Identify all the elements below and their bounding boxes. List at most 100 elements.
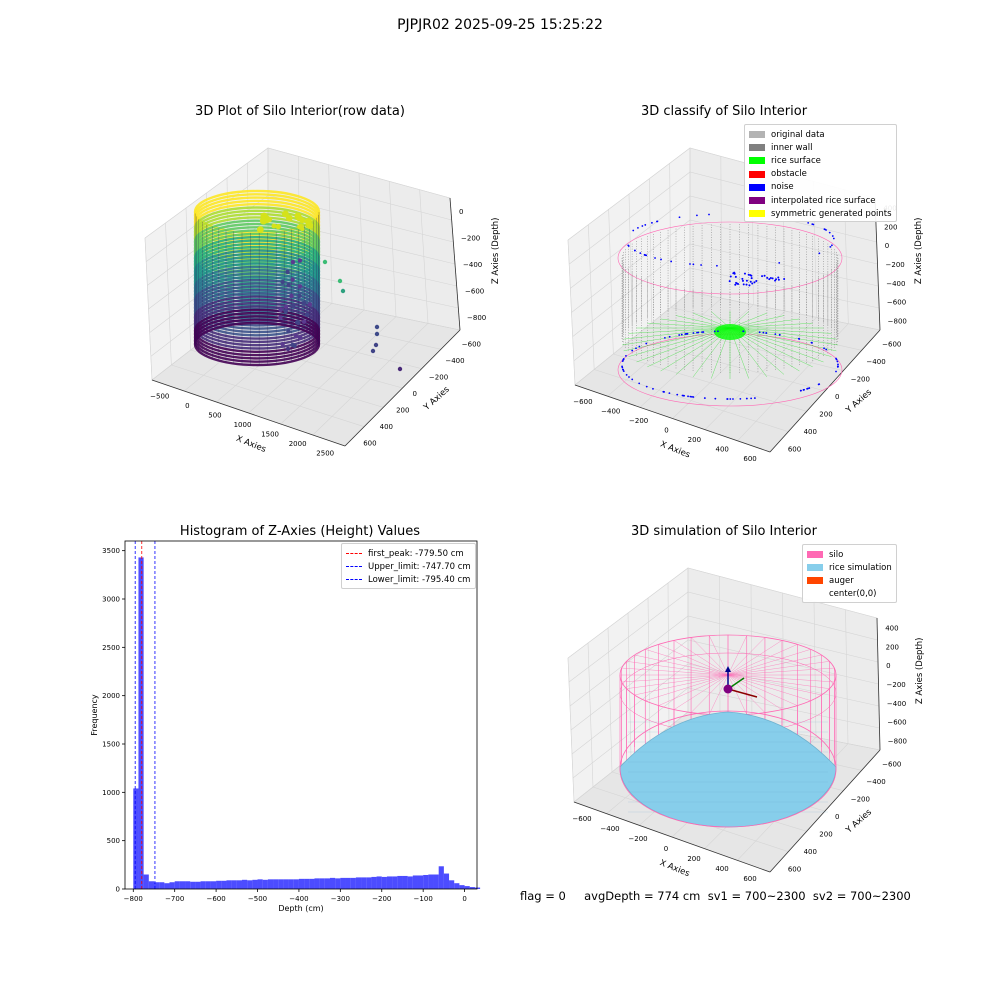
noise-point [621, 365, 623, 368]
noise-point [702, 331, 705, 333]
noise-point [631, 378, 634, 381]
z-tick-label: −800 [888, 318, 907, 326]
rice-surface-ray [729, 327, 837, 352]
noise-cluster-point [742, 283, 745, 286]
x-tick-label: −600 [206, 895, 225, 903]
raw-obstacle-point [307, 302, 313, 307]
noise-cluster-point [777, 278, 780, 281]
z-tick-label: −400 [463, 261, 482, 269]
noise-point [635, 347, 637, 350]
noise-point [670, 260, 673, 263]
histogram-bar [433, 874, 439, 889]
legend-entry: center(0,0) [807, 588, 892, 601]
histogram-bar [438, 866, 444, 889]
noise-point [745, 397, 748, 400]
noise-point [691, 395, 693, 398]
raw-top-point [304, 217, 312, 225]
histogram-bar [185, 881, 191, 889]
noise-cluster-point [763, 274, 766, 277]
y-axis-label: Y Axies [844, 807, 875, 836]
raw-obstacle-point [289, 293, 294, 299]
y-tick-label: 600 [788, 445, 801, 453]
legend-label: rice simulation [829, 562, 892, 573]
silo-roof-line [727, 644, 798, 676]
noise-cluster-point [749, 274, 752, 277]
silo-roof-line [727, 674, 830, 689]
z-tick-label: 0 [885, 242, 889, 250]
noise-point [726, 398, 729, 400]
noise-point [701, 331, 703, 334]
noise-point [762, 331, 765, 334]
y-tick-label: 0 [413, 390, 417, 398]
silo-roof-line [727, 640, 783, 676]
histogram-bar [402, 875, 408, 889]
silo-roof-line [673, 640, 729, 676]
histogram-bar [252, 879, 258, 889]
histogram-bar [459, 885, 465, 889]
legend-swatch [346, 553, 362, 555]
histogram-bar [304, 878, 310, 889]
raw-obstacle-point [286, 283, 291, 288]
raw-top-point [259, 216, 268, 225]
silo-roof-line [727, 649, 811, 676]
legend-label: silo [829, 549, 844, 560]
noise-point [638, 382, 641, 385]
legend-swatch [749, 197, 765, 205]
histogram-bar [397, 875, 403, 889]
x-tick-label: 2500 [316, 449, 334, 457]
noise-point [829, 245, 832, 248]
raw-top-point [271, 223, 277, 229]
histogram-bar [210, 881, 217, 889]
noise-point [797, 337, 800, 340]
z-axis-label: Z Axies (Depth) [914, 217, 924, 284]
y-axis-label: Frequency [90, 694, 99, 736]
noise-point [729, 398, 732, 400]
histogram-bar [329, 877, 336, 889]
histogram-bar [153, 882, 160, 889]
noise-cluster-point [748, 284, 751, 287]
histogram-bar [241, 879, 248, 889]
noise-point [637, 227, 639, 229]
y-tick-label: −600 [882, 761, 901, 769]
y-tick-label: 600 [363, 440, 376, 448]
gridline [144, 147, 451, 239]
noise-cluster-point [747, 273, 750, 276]
y-axis-line [769, 329, 881, 453]
silo-roof-line [634, 674, 729, 696]
legend-entry: first_peak: -779.50 cm [346, 547, 471, 560]
y-axis-line [769, 749, 881, 873]
histogram-bar [412, 875, 418, 889]
noise-point [811, 223, 814, 225]
silo-roof-line [658, 674, 729, 706]
raw-panel-title: 3D Plot of Silo Interior(row data) [195, 104, 405, 119]
legend-swatch [807, 551, 823, 559]
silo-roof-line [727, 674, 798, 706]
z-axis-line [449, 197, 461, 331]
noise-point [831, 235, 834, 237]
raw-outlier-point [374, 331, 380, 337]
y-tick-label: 3500 [102, 547, 120, 555]
raw-obstacle-point [304, 312, 310, 318]
legend-swatch [346, 566, 362, 568]
status-footer: flag = 0 avgDepth = 774 cm sv1 = 700~230… [520, 889, 911, 903]
histogram-bar [148, 881, 154, 889]
z-arrow-head [725, 666, 731, 672]
histogram-legend: first_peak: -779.50 cm Upper_limit: -747.… [341, 543, 476, 589]
silo-roof-line [727, 654, 822, 676]
x-tick-label: 600 [743, 875, 756, 883]
silo-roof-line [727, 674, 783, 710]
silo-roof-line [727, 637, 766, 676]
noise-point [668, 335, 671, 338]
noise-point [652, 387, 654, 390]
noise-point [678, 334, 681, 336]
raw-outlier-point [337, 278, 343, 284]
y-tick-label: 400 [380, 423, 393, 431]
legend-label: original data [771, 129, 825, 140]
noise-point [836, 360, 839, 363]
histogram-bar [200, 881, 206, 889]
noise-cluster-point [769, 277, 772, 280]
z-axis-label: Z Axies (Depth) [915, 637, 925, 704]
legend-entry: interpolated rice surface [749, 194, 892, 207]
noise-cluster-point [766, 276, 769, 279]
noise-point [654, 257, 656, 259]
